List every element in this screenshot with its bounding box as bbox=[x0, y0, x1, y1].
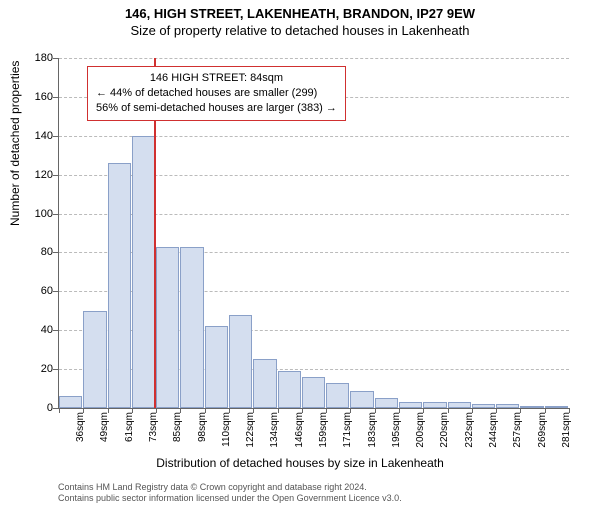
x-tick-label: 183sqm bbox=[367, 412, 378, 452]
x-tick bbox=[253, 408, 254, 413]
chart-title-sub: Size of property relative to detached ho… bbox=[0, 23, 600, 38]
x-tick-label: 98sqm bbox=[197, 412, 208, 452]
x-tick bbox=[326, 408, 327, 413]
x-tick bbox=[350, 408, 351, 413]
y-tick-label: 20 bbox=[23, 363, 53, 375]
histogram-bar bbox=[205, 326, 228, 408]
histogram-bar bbox=[302, 377, 325, 408]
y-tick-label: 140 bbox=[23, 130, 53, 142]
x-tick bbox=[83, 408, 84, 413]
footer-attribution: Contains HM Land Registry data © Crown c… bbox=[58, 482, 402, 504]
grid-line bbox=[59, 58, 569, 59]
x-tick-label: 159sqm bbox=[318, 412, 329, 452]
histogram-bar bbox=[496, 404, 519, 408]
y-tick-label: 40 bbox=[23, 324, 53, 336]
histogram-bar bbox=[156, 247, 179, 408]
chart-plot-area: 02040608010012014016018036sqm49sqm61sqm7… bbox=[58, 58, 569, 409]
y-tick bbox=[53, 252, 59, 253]
x-axis-title: Distribution of detached houses by size … bbox=[0, 456, 600, 470]
histogram-bar bbox=[132, 136, 155, 408]
y-tick bbox=[53, 97, 59, 98]
y-tick-label: 80 bbox=[23, 246, 53, 258]
x-tick-label: 232sqm bbox=[464, 412, 475, 452]
histogram-bar bbox=[399, 402, 422, 408]
x-tick bbox=[448, 408, 449, 413]
y-tick bbox=[53, 214, 59, 215]
annotation-line-1: 146 HIGH STREET: 84sqm bbox=[96, 71, 337, 86]
y-tick-label: 100 bbox=[23, 208, 53, 220]
x-tick-label: 220sqm bbox=[439, 412, 450, 452]
x-tick-label: 36sqm bbox=[75, 412, 86, 452]
histogram-bar bbox=[108, 163, 131, 408]
annotation-line-2: ← 44% of detached houses are smaller (29… bbox=[96, 86, 337, 101]
x-tick bbox=[229, 408, 230, 413]
x-tick-label: 85sqm bbox=[172, 412, 183, 452]
x-tick-label: 195sqm bbox=[391, 412, 402, 452]
histogram-bar bbox=[545, 406, 568, 408]
x-tick-label: 134sqm bbox=[269, 412, 280, 452]
x-tick bbox=[278, 408, 279, 413]
histogram-bar bbox=[278, 371, 301, 408]
y-tick-label: 120 bbox=[23, 169, 53, 181]
histogram-bar bbox=[83, 311, 106, 408]
y-tick-label: 0 bbox=[23, 402, 53, 414]
x-tick bbox=[180, 408, 181, 413]
x-tick bbox=[205, 408, 206, 413]
chart-title-main: 146, HIGH STREET, LAKENHEATH, BRANDON, I… bbox=[0, 6, 600, 21]
y-tick bbox=[53, 136, 59, 137]
x-tick bbox=[423, 408, 424, 413]
x-tick bbox=[520, 408, 521, 413]
x-tick-label: 257sqm bbox=[512, 412, 523, 452]
y-tick bbox=[53, 175, 59, 176]
histogram-bar bbox=[448, 402, 471, 408]
x-tick-label: 171sqm bbox=[342, 412, 353, 452]
annotation-box: 146 HIGH STREET: 84sqm← 44% of detached … bbox=[87, 66, 346, 121]
histogram-bar bbox=[229, 315, 252, 408]
footer-line-1: Contains HM Land Registry data © Crown c… bbox=[58, 482, 402, 493]
x-tick-label: 146sqm bbox=[294, 412, 305, 452]
histogram-bar bbox=[472, 404, 495, 408]
y-axis-title: Number of detached properties bbox=[8, 61, 22, 226]
x-tick-label: 200sqm bbox=[415, 412, 426, 452]
x-tick-label: 269sqm bbox=[537, 412, 548, 452]
x-tick-label: 61sqm bbox=[124, 412, 135, 452]
x-tick bbox=[108, 408, 109, 413]
y-tick-label: 180 bbox=[23, 52, 53, 64]
histogram-bar bbox=[59, 396, 82, 408]
x-tick-label: 110sqm bbox=[221, 412, 232, 452]
histogram-bar bbox=[423, 402, 446, 408]
histogram-bar bbox=[326, 383, 349, 408]
histogram-bar bbox=[350, 391, 373, 409]
x-tick bbox=[496, 408, 497, 413]
x-tick bbox=[302, 408, 303, 413]
x-tick bbox=[59, 408, 60, 413]
histogram-bar bbox=[180, 247, 203, 408]
x-tick bbox=[569, 408, 570, 413]
y-tick bbox=[53, 58, 59, 59]
x-tick-label: 281sqm bbox=[561, 412, 572, 452]
histogram-bar bbox=[520, 406, 543, 408]
x-tick bbox=[375, 408, 376, 413]
y-tick bbox=[53, 291, 59, 292]
x-tick bbox=[132, 408, 133, 413]
x-tick-label: 244sqm bbox=[488, 412, 499, 452]
y-tick-label: 60 bbox=[23, 285, 53, 297]
x-tick bbox=[399, 408, 400, 413]
x-tick bbox=[472, 408, 473, 413]
footer-line-2: Contains public sector information licen… bbox=[58, 493, 402, 504]
y-tick-label: 160 bbox=[23, 91, 53, 103]
x-tick-label: 122sqm bbox=[245, 412, 256, 452]
histogram-bar bbox=[375, 398, 398, 408]
y-tick bbox=[53, 330, 59, 331]
x-tick-label: 49sqm bbox=[99, 412, 110, 452]
x-tick-label: 73sqm bbox=[148, 412, 159, 452]
x-tick bbox=[156, 408, 157, 413]
histogram-bar bbox=[253, 359, 276, 408]
x-tick bbox=[545, 408, 546, 413]
annotation-line-3: 56% of semi-detached houses are larger (… bbox=[96, 101, 337, 116]
y-tick bbox=[53, 369, 59, 370]
